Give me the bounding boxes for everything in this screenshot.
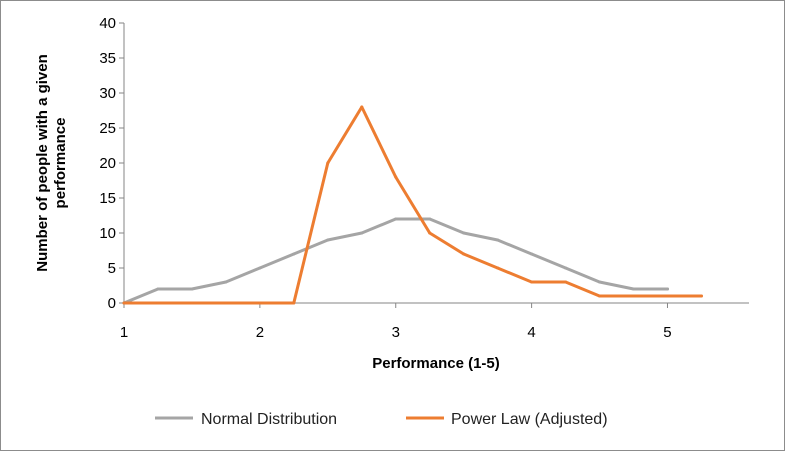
y-tick-label: 5 — [108, 260, 116, 277]
data-point-power-law — [564, 280, 568, 284]
y-tick-label: 10 — [99, 225, 116, 242]
data-point-normal — [394, 217, 398, 221]
y-axis-title-line2: performance — [52, 118, 69, 209]
y-tick-label: 15 — [99, 190, 116, 207]
data-point-power-law — [462, 252, 466, 256]
data-point-normal — [496, 238, 500, 242]
data-point-normal — [360, 231, 364, 235]
legend-label-power-law: Power Law (Adjusted) — [451, 411, 608, 428]
data-point-normal — [598, 280, 602, 284]
y-tick-label: 25 — [99, 120, 116, 137]
legend: Normal Distribution Power Law (Adjusted) — [155, 411, 608, 428]
y-tick-label: 0 — [108, 295, 116, 312]
data-point-power-law — [360, 105, 364, 109]
x-tick-group: 1 2 3 4 5 — [120, 303, 672, 341]
data-point-power-law — [496, 266, 500, 270]
y-tick-label: 30 — [99, 85, 116, 102]
x-tick-label: 5 — [663, 324, 671, 341]
data-point-normal — [156, 287, 160, 291]
data-point-normal — [462, 231, 466, 235]
axes — [123, 23, 749, 304]
data-point-power-law — [292, 301, 296, 305]
data-point-normal — [632, 287, 636, 291]
data-point-normal — [326, 238, 330, 242]
data-point-power-law — [156, 301, 160, 305]
data-point-power-law — [428, 231, 432, 235]
data-point-normal — [428, 217, 432, 221]
data-point-normal — [190, 287, 194, 291]
x-tick-label: 2 — [256, 324, 264, 341]
y-tick-label: 35 — [99, 50, 116, 67]
data-point-power-law — [530, 280, 534, 284]
legend-label-normal: Normal Distribution — [201, 411, 337, 428]
x-tick-label: 1 — [120, 324, 128, 341]
data-point-normal — [258, 266, 262, 270]
data-point-power-law — [598, 294, 602, 298]
data-point-power-law — [394, 175, 398, 179]
series-layer — [122, 105, 703, 305]
data-point-normal — [564, 266, 568, 270]
data-point-normal — [665, 287, 669, 291]
data-point-power-law — [665, 294, 669, 298]
y-tick-label: 20 — [99, 155, 116, 172]
data-point-power-law — [699, 294, 703, 298]
data-point-power-law — [632, 294, 636, 298]
x-tick-label: 4 — [527, 324, 535, 341]
data-point-power-law — [326, 161, 330, 165]
data-point-normal — [292, 252, 296, 256]
data-point-power-law — [224, 301, 228, 305]
y-tick-label: 40 — [99, 15, 116, 32]
data-point-normal — [224, 280, 228, 284]
x-tick-label: 3 — [392, 324, 400, 341]
data-point-power-law — [190, 301, 194, 305]
data-point-power-law — [258, 301, 262, 305]
y-axis-title-line1: Number of people with a given — [34, 54, 51, 272]
data-point-power-law — [122, 301, 126, 305]
data-point-normal — [530, 252, 534, 256]
series-line-power-law — [122, 105, 703, 305]
x-axis-title: Performance (1-5) — [372, 355, 500, 372]
y-tick-group: 0 5 10 15 20 25 30 35 40 — [99, 15, 124, 312]
